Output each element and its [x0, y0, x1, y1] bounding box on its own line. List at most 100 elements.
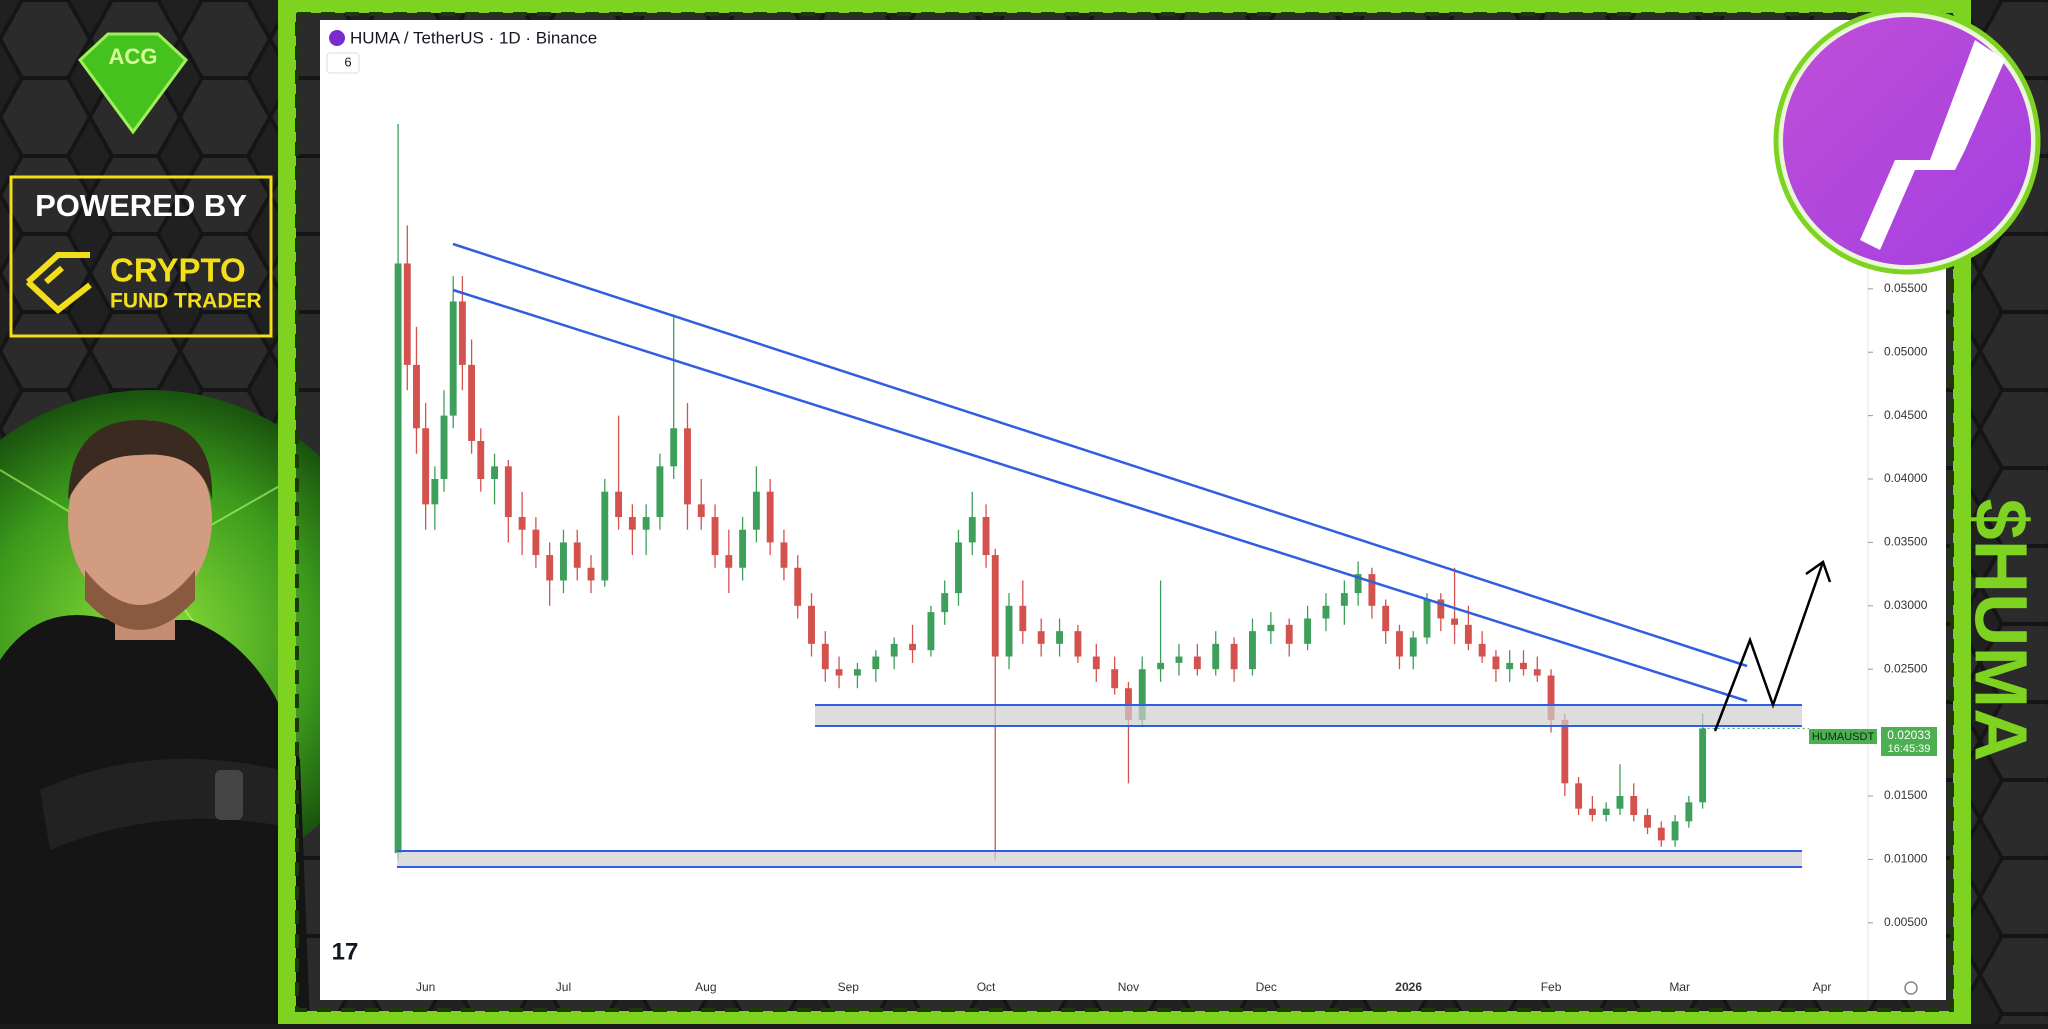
- resistance-zone: [815, 705, 1802, 726]
- candle-body: [991, 555, 999, 657]
- candle-body: [1657, 827, 1665, 841]
- candle-body: [642, 517, 650, 530]
- candle-body: [1175, 656, 1183, 663]
- candle-body: [739, 529, 747, 568]
- candle-body: [1699, 728, 1707, 803]
- candle-body: [1520, 662, 1527, 670]
- candle-body: [1588, 808, 1596, 816]
- candle-body: [403, 263, 411, 365]
- y-tick-label: 0.00500: [1884, 915, 1928, 929]
- price-tag: [1881, 727, 1937, 756]
- price-tag-value: 0.02033: [1887, 728, 1931, 742]
- candle-body: [1423, 599, 1431, 638]
- candle-body: [1644, 815, 1651, 828]
- candle-body: [518, 517, 526, 530]
- candle-body: [1451, 618, 1459, 625]
- trendline: [452, 288, 1748, 703]
- countdown: 16:45:39: [1888, 743, 1931, 755]
- candle-body: [1193, 656, 1201, 670]
- candle-body: [1340, 593, 1348, 606]
- candle-body: [532, 529, 540, 556]
- candle-body: [615, 491, 623, 518]
- candle-body: [1037, 631, 1045, 644]
- coin-logo-glyph: [1860, 40, 2005, 250]
- candle-body: [1478, 643, 1486, 657]
- candle-body: [1561, 719, 1569, 784]
- candle-body: [587, 567, 595, 581]
- y-tick-label: 0.04500: [1884, 408, 1928, 422]
- logo-gem: [77, 32, 189, 135]
- candle-body: [752, 491, 760, 530]
- candle-body: [1685, 802, 1693, 822]
- candle-body: [1212, 643, 1220, 670]
- candle-body: [560, 542, 567, 581]
- frame-pattern: [295, 12, 1954, 1012]
- y-tick-label: 0.03000: [1884, 598, 1928, 612]
- candle-body: [458, 301, 466, 365]
- candle-body: [1409, 637, 1417, 657]
- candle-body: [1506, 662, 1514, 670]
- candle-body: [1138, 669, 1146, 720]
- candle-body: [491, 466, 498, 480]
- candle-body: [927, 612, 935, 651]
- candle-body: [440, 415, 448, 480]
- ticker-tag: $HUMA: [1959, 498, 2042, 761]
- candle-body: [477, 440, 485, 480]
- x-tick-label: Dec: [1256, 980, 1277, 994]
- candle-body: [628, 517, 636, 530]
- candle-body: [546, 555, 554, 581]
- y-tick-label: 0.02500: [1884, 661, 1928, 675]
- y-tick-label: 0.05000: [1884, 344, 1928, 358]
- candle-body: [468, 364, 476, 441]
- plot: 0.005000.010000.015000.020000.025000.030…: [394, 123, 1928, 994]
- candle-body: [766, 491, 774, 543]
- candle-body: [422, 428, 430, 505]
- x-tick-label: Feb: [1541, 980, 1562, 994]
- candle-body: [853, 669, 861, 676]
- candle-body: [968, 517, 976, 543]
- y-tick-label: 0.05500: [1884, 281, 1928, 295]
- candle-body: [449, 301, 457, 416]
- candle-body: [1056, 631, 1063, 644]
- candle-body: [1382, 605, 1390, 632]
- x-tick-label: Jun: [416, 980, 435, 994]
- candle-body: [431, 479, 439, 505]
- x-tick-label: Sep: [838, 980, 860, 994]
- candle-body: [1492, 656, 1500, 670]
- tv-logo: 17: [332, 938, 359, 965]
- candle-body: [656, 466, 664, 518]
- x-tick-label: 2026: [1395, 980, 1422, 994]
- candle-body: [1285, 624, 1293, 644]
- candle-body: [1249, 631, 1256, 670]
- frame: [278, 0, 1971, 1029]
- candle-body: [394, 263, 402, 854]
- support-zone: [397, 851, 1802, 867]
- projection-arrow: [1713, 561, 1825, 732]
- candle-body: [711, 517, 719, 556]
- candle-body: [1630, 796, 1638, 816]
- candle-body: [1005, 605, 1013, 657]
- candle-body: [1267, 624, 1275, 632]
- candle-body: [1396, 631, 1403, 657]
- badge-text: 6: [344, 54, 351, 69]
- candle-body: [794, 567, 802, 606]
- candle-body: [1437, 599, 1445, 619]
- symbol-tag: [1809, 729, 1877, 744]
- logo-mark: ACG: [109, 44, 158, 69]
- candle-body: [1230, 643, 1238, 670]
- candle-body: [1464, 624, 1472, 644]
- candle-body: [955, 542, 962, 594]
- candle-body: [1547, 675, 1555, 720]
- brand-panel: ACG POWERED BY CRYPTO FUND TRADER: [0, 32, 400, 1024]
- candle-body: [725, 555, 733, 568]
- candle-body: [1368, 574, 1376, 606]
- candle-body: [1111, 669, 1119, 689]
- candle-body: [504, 466, 512, 518]
- y-tick-label: 0.04000: [1884, 471, 1928, 485]
- brand-line2: FUND TRADER: [110, 290, 262, 313]
- candle-body: [697, 504, 705, 518]
- x-tick-label: Aug: [695, 980, 716, 994]
- candle-body: [982, 517, 990, 556]
